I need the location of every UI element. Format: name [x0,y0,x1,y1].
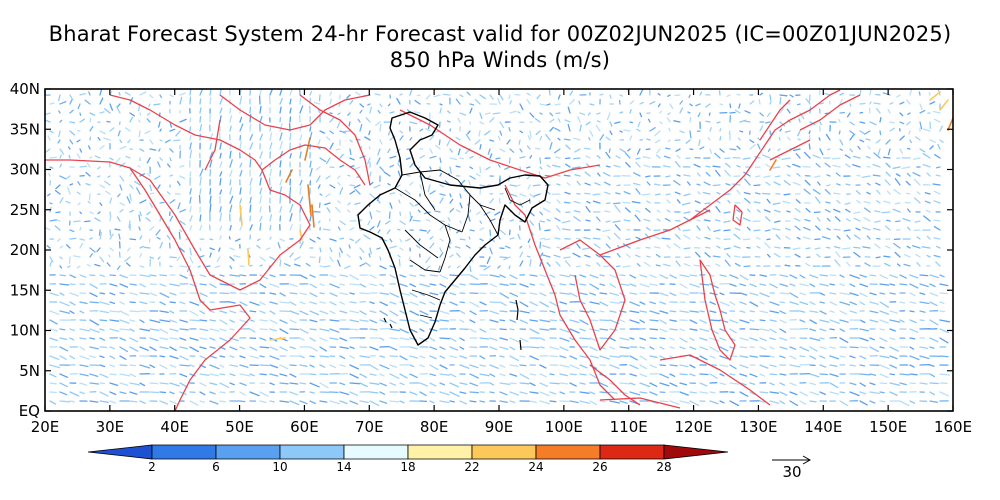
wind-vectors [46,89,951,407]
central-asia-borders [204,94,371,186]
china-coast [689,89,841,221]
wind-vectors [45,89,951,407]
map-axes: 20E 30E 40E 50E 60E 70E 80E 90E 100E 110E 120E 130E… [10,80,972,436]
india-outline [357,111,549,346]
africa-coast [45,159,251,411]
taiwan [732,204,743,226]
colorbar-segment [151,444,217,460]
bay-of-bengal-coast [504,184,616,401]
colorbar-label: 26 [592,460,607,474]
strong-wind-vectors [285,137,315,228]
lat-tick-label: 40N [10,80,40,98]
colorbar-label: 6 [212,460,220,474]
colorbar-segment [599,444,665,460]
india-boundaries [357,111,549,351]
persian-gulf-coast [261,144,366,186]
korea-japan [759,94,861,161]
lon-tick-label: 60E [290,418,319,436]
sri-lanka [430,335,443,358]
lon-tick-label: 30E [96,418,125,436]
colorbar-label: 18 [400,460,415,474]
colorbar-segment [215,444,281,460]
lat-tick-label: 15N [10,281,40,299]
lon-tick-label: 50E [225,418,254,436]
lat-tick-label: 10N [10,322,40,340]
strong-wind-vectors [239,91,949,341]
coastline-borders [45,89,861,411]
lon-tick-label: 70E [355,418,384,436]
lon-tick-label: 40E [160,418,189,436]
wind-vectors [45,89,949,405]
himalaya-border [399,109,601,179]
colorbar-label: 14 [336,460,351,474]
lat-tick-label: 35N [10,120,40,138]
colorbar-label: 22 [464,460,479,474]
colorbar-label: 24 [528,460,543,474]
lat-tick-label: 5N [19,362,40,380]
iran-plateau-blank [215,92,360,155]
colorbar-label: 2 [148,460,156,474]
colorbar-label: 10 [272,460,287,474]
lon-tick-label: 160E [934,418,972,436]
lat-tick-label: 25N [10,201,40,219]
reference-vector: 30 [772,455,812,481]
lon-tick-label: 90E [485,418,514,436]
map-area [45,89,953,411]
strong-wind-vectors [769,117,953,171]
wind-vectors [45,89,949,407]
indochina-coast [559,209,711,351]
colorbar-segment [407,444,473,460]
lon-tick-label: 140E [804,418,842,436]
philippines [699,259,736,361]
lon-tick-label: 130E [739,418,777,436]
colorbar-segment [663,444,729,460]
reference-vector-head [802,455,812,465]
colorbar-segment [279,444,345,460]
india-state-lines [394,169,531,319]
lat-tick-label: 20N [10,241,40,259]
lat-tick-label: EQ [19,402,40,420]
lon-tick-label: 150E [869,418,907,436]
lon-tick-label: 120E [675,418,713,436]
figure-subtitle: 850 hPa Winds (m/s) [389,48,611,72]
tibet-plateau-blank [386,90,620,180]
reference-vector-label: 30 [782,463,801,481]
lon-tick-label: 110E [610,418,648,436]
colorbar-segment [343,444,409,460]
wind-vector-field [45,89,953,407]
lon-tick-label: 20E [31,418,60,436]
colorbar: 2 6 10 14 18 22 24 26 28 [87,444,729,474]
lat-tick-label: 30N [10,161,40,179]
colorbar-segment [87,444,153,460]
colorbar-segment [535,444,601,460]
lon-tick-label: 80E [420,418,449,436]
figure-title: Bharat Forecast System 24-hr Forecast va… [48,22,952,46]
colorbar-label: 28 [656,460,671,474]
lon-tick-label: 100E [545,418,583,436]
lakshadweep-andaman [383,299,522,351]
red-sea-arabia-coast [109,94,311,291]
colorbar-segment [471,444,537,460]
iran-borders [219,94,371,131]
maritime-se-asia [589,354,771,409]
